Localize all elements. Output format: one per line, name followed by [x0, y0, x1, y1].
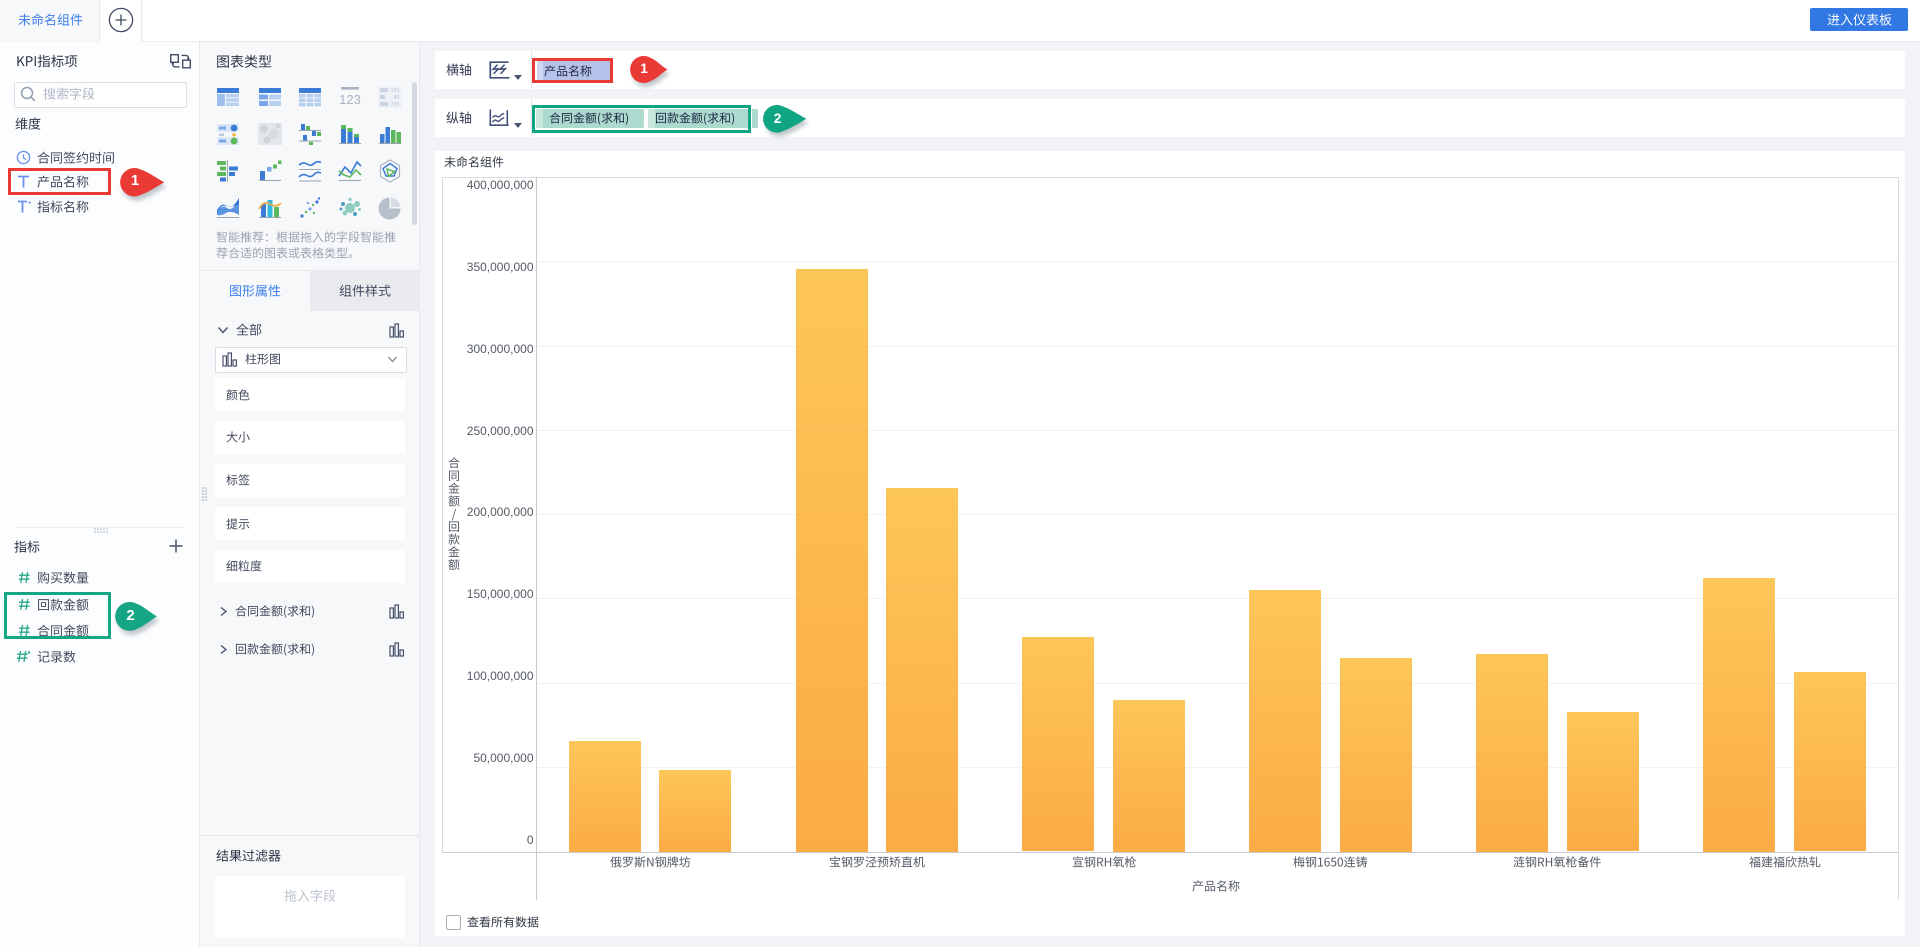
svg-text:123: 123 [339, 92, 361, 107]
svg-text:123: 123 [391, 88, 400, 94]
svg-text:90: 90 [393, 95, 399, 101]
svg-text:778: 778 [391, 102, 400, 108]
